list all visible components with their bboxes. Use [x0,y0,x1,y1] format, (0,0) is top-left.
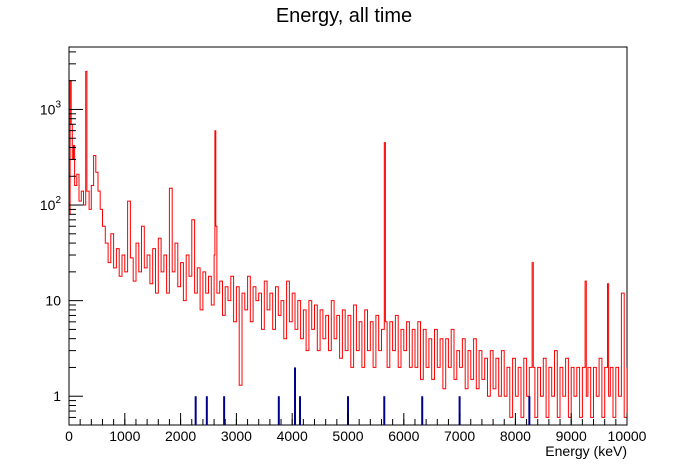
x-tick-label: 4000 [277,428,308,444]
series-layer [69,70,627,425]
y-tick-label: 102 [40,195,62,213]
x-axis: 0 1000 2000 3000 4000 5000 6000 7000 8000 9000 100… [65,413,647,444]
y-axis: 1 10 102 103 [40,51,83,426]
x-tick-label: 10000 [608,428,647,444]
x-axis-title: Energy (keV) [545,443,627,459]
chart-title: Energy, all time [276,5,412,27]
y-tick-label: 1 [53,388,61,404]
y-tick-label: 10 [45,293,61,309]
x-tick-label: 7000 [444,428,475,444]
x-tick-label: 6000 [388,428,419,444]
x-tick-label: 1000 [109,428,140,444]
series-0-line [69,70,627,418]
x-tick-label: 8000 [500,428,531,444]
x-tick-label: 5000 [332,428,363,444]
x-tick-label: 2000 [165,428,196,444]
x-tick-label: 9000 [556,428,587,444]
y-tick-label: 103 [40,99,62,117]
x-tick-label: 0 [65,428,73,444]
x-tick-label: 3000 [221,428,252,444]
